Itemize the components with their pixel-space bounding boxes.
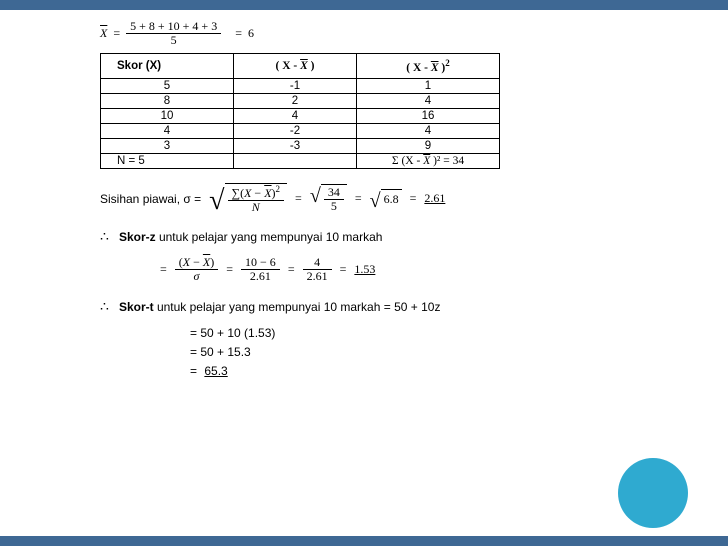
z-frac1: (X − X) σ — [175, 256, 218, 283]
cell-dev: 4 — [234, 109, 357, 124]
sqrt-big: √ ∑(X − X)2 N — [209, 183, 287, 214]
sd-equation: Sisihan piawai, σ = √ ∑(X − X)2 N = √ 34… — [100, 183, 668, 214]
z-result: 1.53 — [354, 262, 375, 277]
table-row: 3-39 — [101, 139, 500, 154]
z-f1-num: (X − X) — [175, 256, 218, 270]
equals: = — [295, 191, 302, 206]
table-row: 10416 — [101, 109, 500, 124]
deviation-table: Skor (X) ( X - X ) ( X - X )2 5-11 824 1… — [100, 53, 500, 169]
col-header-sq: ( X - X )2 — [357, 54, 500, 79]
sd-step2-num: 34 — [324, 186, 344, 200]
equals: = — [113, 26, 120, 41]
radical-icon: √ — [370, 191, 381, 211]
cell-sq: 16 — [357, 109, 500, 124]
t-line3: = 65.3 — [190, 362, 668, 381]
equals: = — [355, 191, 362, 206]
cell-n: N = 5 — [101, 154, 234, 169]
therefore-symbol: ∴ — [100, 300, 109, 315]
cell-sq: 4 — [357, 124, 500, 139]
t-result: 65.3 — [204, 364, 227, 378]
cell-x: 5 — [101, 79, 234, 94]
z-f1-den: σ — [175, 270, 218, 283]
slide-frame: X = 5 + 8 + 10 + 4 + 3 5 = 6 Skor (X) ( … — [0, 0, 728, 546]
sd-step3-val: 6.8 — [381, 189, 402, 209]
t-steps: = 50 + 10 (1.53) = 50 + 15.3 = 65.3 — [190, 324, 668, 382]
cell-x: 10 — [101, 109, 234, 124]
cell-dev: -3 — [234, 139, 357, 154]
equals: = — [235, 26, 242, 41]
mean-numerator: 5 + 8 + 10 + 4 + 3 — [126, 20, 221, 34]
z-frac2: 10 − 6 2.61 — [241, 256, 280, 283]
xbar-symbol: X — [100, 26, 107, 41]
sqrt-step3: √ 6.8 — [370, 189, 402, 209]
equals: = — [160, 262, 167, 277]
sd-den: N — [228, 201, 285, 214]
cell-sq: 9 — [357, 139, 500, 154]
t-line1: = 50 + 10 (1.53) — [190, 324, 668, 343]
t-eq: = — [190, 364, 197, 378]
mean-equation: X = 5 + 8 + 10 + 4 + 3 5 = 6 — [100, 20, 668, 47]
col-header-x: Skor (X) — [101, 54, 234, 79]
equals: = — [288, 262, 295, 277]
sd-main-fraction: ∑(X − X)2 N — [228, 185, 285, 214]
t-intro: ∴ Skor-t untuk pelajar yang mempunyai 10… — [100, 299, 668, 316]
t-line2: = 50 + 15.3 — [190, 343, 668, 362]
col-header-dev: ( X - X ) — [234, 54, 357, 79]
mean-fraction: 5 + 8 + 10 + 4 + 3 5 — [126, 20, 221, 47]
z-f2-num: 10 − 6 — [241, 256, 280, 270]
mean-result: 6 — [248, 26, 254, 41]
cell-dev: -2 — [234, 124, 357, 139]
z-intro: ∴ Skor-z untuk pelajar yang mempunyai 10… — [100, 229, 668, 246]
cell-sum: Σ (X - X )² = 34 — [357, 154, 500, 169]
table-row: 824 — [101, 94, 500, 109]
cell-dev: -1 — [234, 79, 357, 94]
sd-step2-den: 5 — [324, 200, 344, 213]
sd-label: Sisihan piawai, σ = — [100, 192, 201, 206]
equals: = — [410, 191, 417, 206]
sqrt-step2: √ 34 5 — [310, 184, 347, 213]
table-row: 4-24 — [101, 124, 500, 139]
z-f3-den: 2.61 — [303, 270, 332, 283]
decorative-circle — [618, 458, 688, 528]
sd-num: ∑(X − X)2 — [228, 185, 285, 201]
mean-denominator: 5 — [126, 34, 221, 47]
table-footer-row: N = 5 Σ (X - X )² = 34 — [101, 154, 500, 169]
cell-x: 3 — [101, 139, 234, 154]
z-frac3: 4 2.61 — [303, 256, 332, 283]
radical-icon: √ — [209, 187, 224, 218]
table-header-row: Skor (X) ( X - X ) ( X - X )2 — [101, 54, 500, 79]
radical-icon: √ — [310, 186, 321, 215]
t-bold: Skor-t — [119, 300, 154, 314]
cell-blank — [234, 154, 357, 169]
z-equation: = (X − X) σ = 10 − 6 2.61 = 4 2.61 = 1.5… — [160, 256, 668, 283]
cell-sq: 4 — [357, 94, 500, 109]
table-row: 5-11 — [101, 79, 500, 94]
cell-x: 8 — [101, 94, 234, 109]
cell-sq: 1 — [357, 79, 500, 94]
cell-x: 4 — [101, 124, 234, 139]
z-f3-num: 4 — [303, 256, 332, 270]
z-rest: untuk pelajar yang mempunyai 10 markah — [156, 230, 383, 244]
z-bold: Skor-z — [119, 230, 156, 244]
z-f2-den: 2.61 — [241, 270, 280, 283]
equals: = — [340, 262, 347, 277]
therefore-symbol: ∴ — [100, 230, 109, 245]
sd-result: 2.61 — [424, 191, 445, 206]
sd-step2-fraction: 34 5 — [324, 186, 344, 213]
equals: = — [226, 262, 233, 277]
t-rest: untuk pelajar yang mempunyai 10 markah =… — [154, 300, 441, 314]
cell-dev: 2 — [234, 94, 357, 109]
